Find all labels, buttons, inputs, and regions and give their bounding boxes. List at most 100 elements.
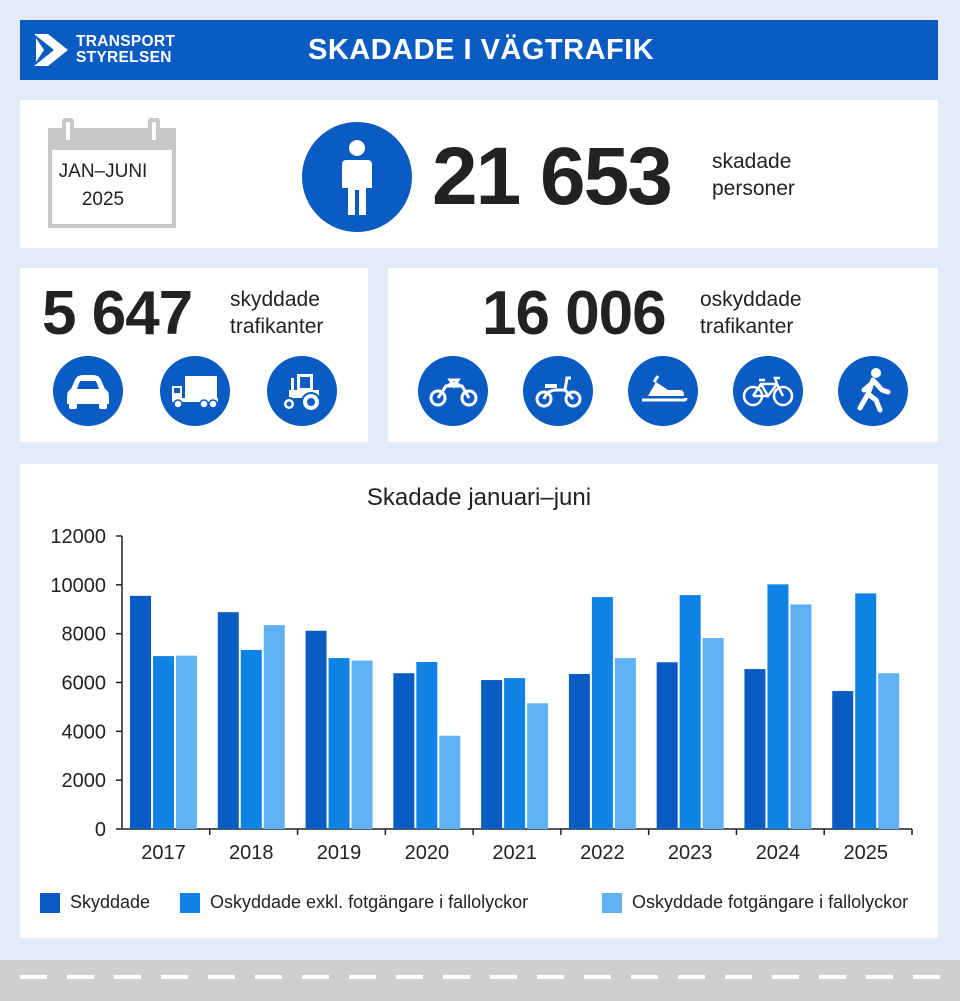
y-tick-label: 12000 [50, 526, 106, 548]
bar [591, 597, 613, 829]
bar [176, 655, 197, 829]
protected-label-line2: trafikanter [230, 315, 324, 338]
road-dash [537, 975, 564, 979]
road-dash [490, 975, 517, 979]
x-tick-label: 2023 [668, 842, 713, 864]
bar [153, 656, 174, 829]
x-tick-label: 2018 [229, 842, 274, 864]
truck-icon [160, 356, 230, 426]
logo-line1: TRANSPORT [76, 33, 176, 50]
tractor-icon [267, 356, 337, 426]
summary-card: JAN–JUNI 2025 21 653 skadade personer [20, 100, 938, 248]
road-dash [725, 975, 752, 979]
bar [878, 673, 900, 829]
bar [656, 662, 678, 829]
legend-swatch [40, 893, 60, 913]
road-dash [255, 975, 282, 979]
period-year: 2025 [81, 189, 125, 210]
total-label-line2: personer [712, 177, 795, 200]
bar [855, 593, 877, 829]
y-tick-label: 10000 [50, 575, 106, 597]
page-title: SKADADE I VÄGTRAFIK [308, 34, 655, 66]
calendar-icon [48, 118, 176, 228]
car-icon [53, 356, 123, 426]
legend-label: Skyddade [70, 892, 151, 912]
road-dash [772, 975, 799, 979]
unprotected-card: 16 006 oskyddade trafikanter [388, 268, 938, 442]
road-dash [114, 975, 141, 979]
road-dash [678, 975, 705, 979]
road-dash [913, 975, 940, 979]
snowmobile-icon [628, 356, 698, 426]
bar [504, 678, 526, 829]
bar [328, 658, 350, 829]
chart-title: Skadade januari–juni [366, 484, 592, 511]
bar [439, 735, 461, 829]
bar [263, 625, 285, 829]
road-decoration [0, 960, 960, 1001]
bar [351, 660, 373, 829]
protected-card: 5 647 skyddade trafikanter [20, 268, 368, 442]
protected-value: 5 647 [42, 279, 193, 348]
protected-label-line1: skyddade [230, 288, 320, 311]
total-label-line1: skadade [712, 150, 792, 173]
road-dash [349, 975, 376, 979]
road-dash [443, 975, 470, 979]
pedestrian-icon [838, 356, 908, 426]
bar [744, 669, 766, 829]
road-dash [302, 975, 329, 979]
transportstyrelsen-logo: TRANSPORT STYRELSEN [34, 32, 194, 68]
legend-swatch [180, 893, 200, 913]
bar [790, 604, 812, 829]
road-dash [208, 975, 235, 979]
bicycle-icon [733, 356, 803, 426]
legend-label: Oskyddade exkl. fotgängare i fallolyckor [210, 892, 529, 912]
moped-icon [523, 356, 593, 426]
bar [568, 673, 590, 829]
logo-mark-icon [34, 34, 68, 66]
chart-card: Skadade januari–juni 0 2000 4000 6000 8000 10… [20, 464, 938, 938]
legend-swatch [602, 893, 622, 913]
motorcycle-icon [418, 356, 488, 426]
road-dash [584, 975, 611, 979]
y-tick-label: 8000 [62, 624, 107, 646]
legend-label: Oskyddade fotgängare i fallolyckor [632, 892, 909, 912]
bar [416, 661, 438, 829]
bar [217, 612, 239, 829]
road-dash [396, 975, 423, 979]
bar [614, 658, 636, 829]
road-dash [631, 975, 658, 979]
bar [679, 595, 701, 829]
x-tick-label: 2022 [580, 842, 625, 864]
bar [481, 680, 503, 829]
period-month: JAN–JUNI [58, 161, 148, 182]
x-tick-label: 2019 [317, 842, 362, 864]
unprotected-value: 16 006 [482, 279, 667, 348]
road-dash [20, 975, 47, 979]
header-bar: TRANSPORT STYRELSEN SKADADE I VÄGTRAFIK [20, 20, 938, 80]
y-tick-label: 4000 [62, 721, 107, 743]
road-dash [819, 975, 846, 979]
x-tick-label: 2025 [843, 842, 888, 864]
bar [702, 638, 724, 829]
road-dash [866, 975, 893, 979]
bar [527, 703, 549, 829]
unprotected-label-line2: trafikanter [700, 315, 794, 338]
bar [767, 584, 789, 829]
bar [393, 673, 415, 829]
road-dash [67, 975, 94, 979]
total-injured-value: 21 653 [432, 131, 673, 222]
bar-chart: 0 2000 4000 6000 8000 10000 12000 2017 2018 2019 2… [50, 526, 913, 864]
road-dash [161, 975, 188, 979]
y-tick-label: 0 [95, 819, 106, 841]
x-tick-label: 2017 [141, 842, 186, 864]
logo-line2: STYRELSEN [76, 49, 172, 66]
x-tick-label: 2024 [756, 842, 801, 864]
x-tick-label: 2020 [405, 842, 450, 864]
unprotected-label-line1: oskyddade [700, 288, 802, 311]
x-tick-label: 2021 [492, 842, 537, 864]
y-tick-label: 2000 [62, 770, 107, 792]
bar [130, 595, 151, 829]
bar [240, 650, 262, 829]
bar [305, 630, 327, 829]
